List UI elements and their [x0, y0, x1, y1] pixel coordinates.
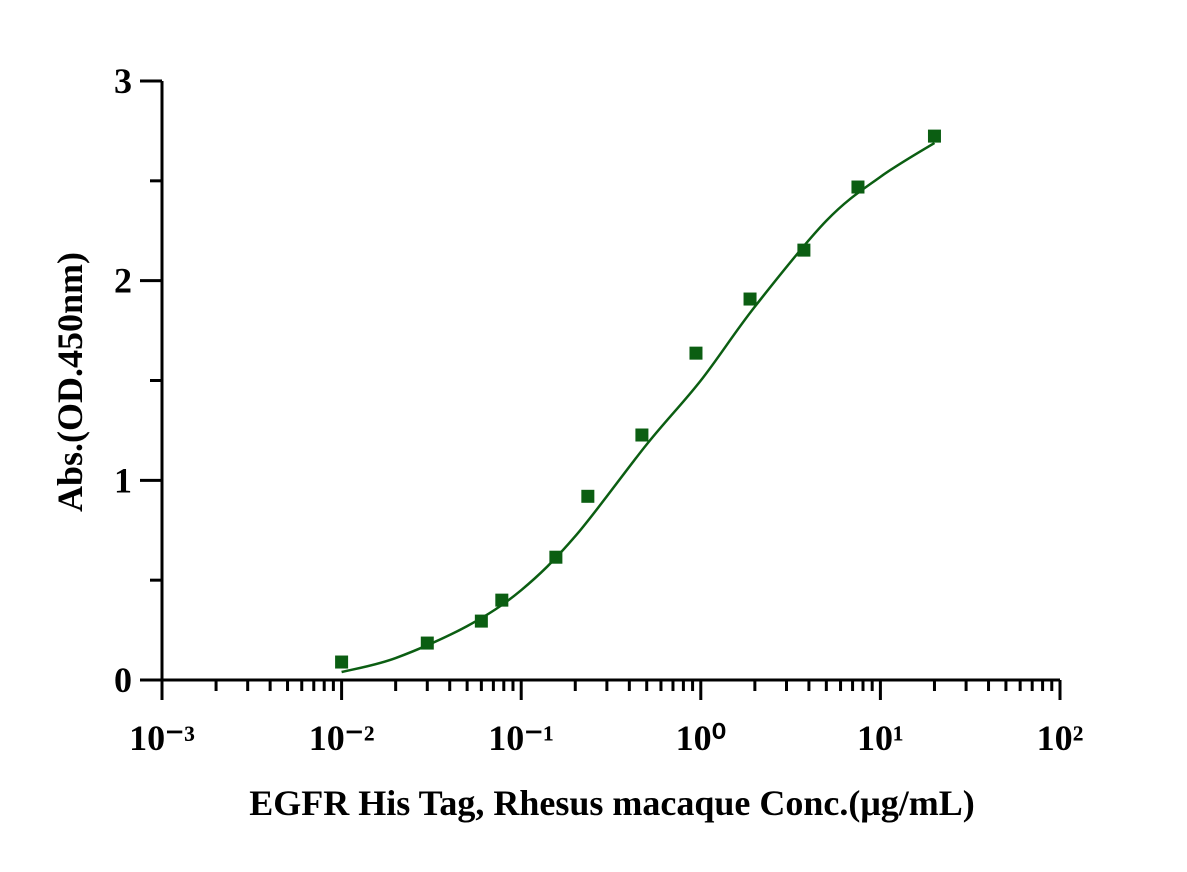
x-axis-label: EGFR His Tag, Rhesus macaque Conc.(μg/mL… [249, 783, 974, 823]
marker [927, 129, 941, 143]
y-tick-label: 1 [114, 460, 132, 500]
x-tick-label: 10⁻³ [129, 718, 195, 758]
marker [797, 243, 811, 257]
marker [635, 428, 649, 442]
x-tick-label: 10⁻¹ [488, 718, 554, 758]
marker [474, 614, 488, 628]
y-axis-label: Abs.(OD.450nm) [50, 252, 90, 512]
marker [743, 292, 757, 306]
x-tick-label: 10¹ [857, 718, 904, 758]
y-tick-label: 0 [114, 660, 132, 700]
x-tick-label: 10² [1037, 718, 1084, 758]
y-tick-label: 2 [114, 261, 132, 301]
marker [335, 655, 349, 669]
y-tick-label: 3 [114, 61, 132, 101]
marker [581, 489, 595, 503]
x-tick-label: 10⁻² [309, 718, 375, 758]
fit-curve [341, 141, 936, 674]
marker [689, 346, 703, 360]
x-tick-label: 10⁰ [676, 718, 726, 758]
